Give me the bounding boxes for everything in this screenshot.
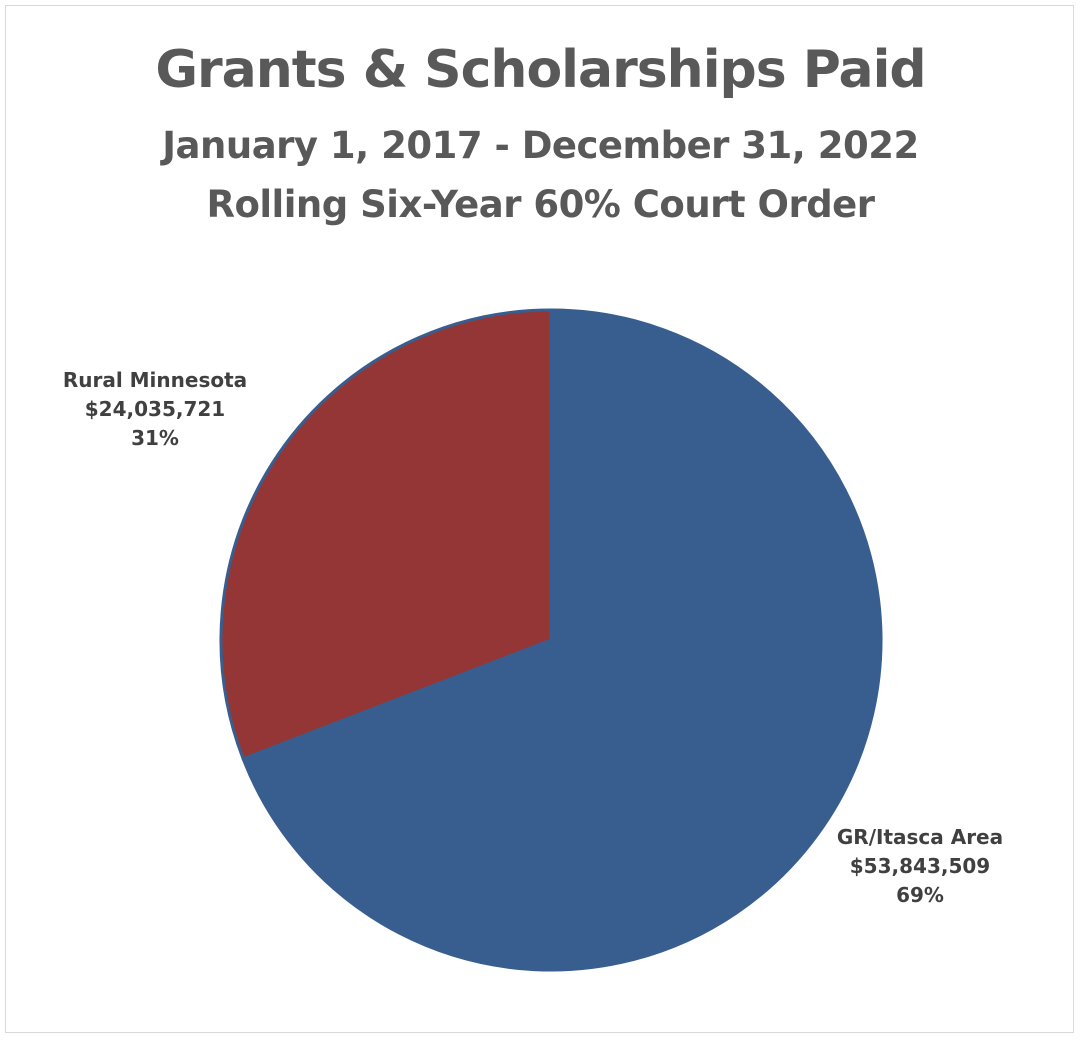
pie-slice-rural-minnesota bbox=[219, 308, 553, 761]
data-label-gr-itasca-area: GR/Itasca Area $53,843,509 69% bbox=[800, 823, 1040, 910]
data-label-rural-minnesota: Rural Minnesota $24,035,721 31% bbox=[40, 366, 270, 453]
chart-title: Grants & Scholarships Paid bbox=[155, 40, 926, 100]
data-label-name: GR/Itasca Area bbox=[836, 825, 1004, 849]
pie-slice-gr-itasca-area bbox=[241, 308, 883, 972]
data-label-value: $24,035,721 bbox=[84, 397, 226, 421]
data-label-percent: 31% bbox=[131, 426, 179, 450]
data-label-name: Rural Minnesota bbox=[62, 368, 248, 392]
chart-subtitle-court-order: Rolling Six-Year 60% Court Order bbox=[206, 183, 875, 226]
data-label-percent: 69% bbox=[896, 883, 944, 907]
chart-subtitle-date-range: January 1, 2017 - December 31, 2022 bbox=[162, 124, 919, 167]
data-label-value: $53,843,509 bbox=[849, 854, 991, 878]
